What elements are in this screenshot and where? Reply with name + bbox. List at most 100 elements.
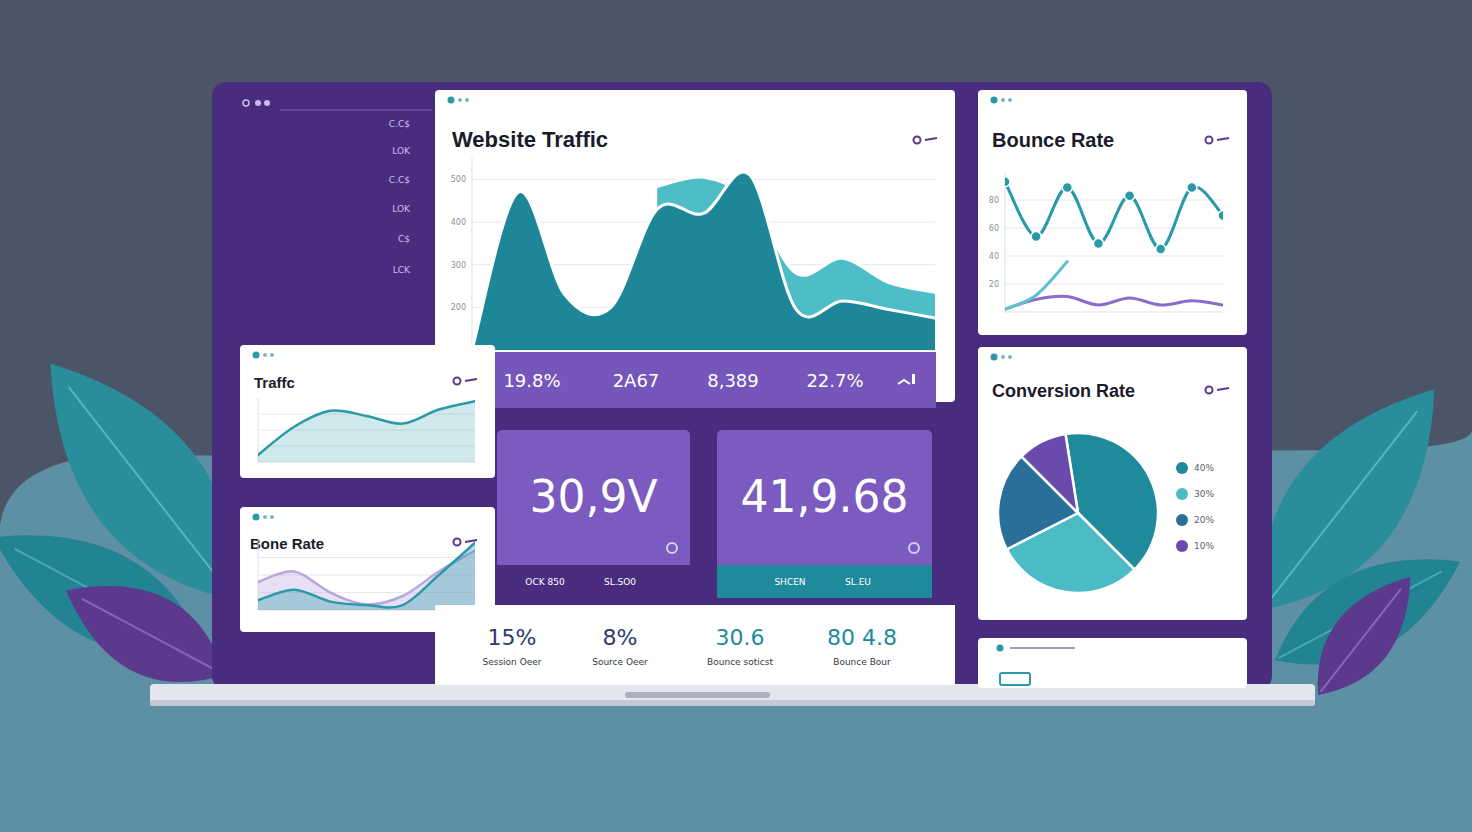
chart-title: Bone Rate xyxy=(250,535,324,552)
panel-dot xyxy=(1001,355,1005,359)
y-axis-line xyxy=(472,158,473,350)
legend-label: 40% xyxy=(1194,463,1214,473)
panel-icon xyxy=(1206,137,1213,144)
legend-swatch xyxy=(1176,488,1188,500)
kpi-strip xyxy=(495,352,936,408)
footer-panel xyxy=(978,638,1247,688)
legend-label: 30% xyxy=(1194,489,1214,499)
marker xyxy=(1187,182,1197,192)
line xyxy=(258,401,475,455)
leaf-vein xyxy=(1320,589,1401,692)
laptop-base-edge xyxy=(150,700,1315,706)
line xyxy=(1005,182,1223,249)
x-axis-line xyxy=(1005,312,1223,313)
stat-label: Bounce soticst xyxy=(707,657,773,667)
grid-line xyxy=(1005,200,1223,201)
panel-dot xyxy=(448,97,455,104)
panel-icon xyxy=(925,138,937,140)
kpi-tile xyxy=(497,430,690,598)
chart-panel xyxy=(978,347,1247,620)
kpi-tile-band xyxy=(717,565,932,598)
panel-icon xyxy=(1217,138,1229,140)
area xyxy=(258,401,475,462)
panel-dot xyxy=(1008,355,1012,359)
stage: C.C$LOKC.C$LOKC$LCKWebsite Traffic200300… xyxy=(0,0,1472,832)
stat-value: 8% xyxy=(603,625,638,650)
header-dot xyxy=(264,100,270,106)
chart-title: Conversion Rate xyxy=(992,381,1135,401)
y-tick-label: 80 xyxy=(989,196,999,205)
footer-rule xyxy=(1010,647,1075,649)
y-tick-label: 200 xyxy=(451,303,466,312)
legend-swatch xyxy=(1176,540,1188,552)
kpi-strip-value: 22.7% xyxy=(806,370,863,391)
legend-swatch xyxy=(1176,462,1188,474)
panel-icon xyxy=(1217,388,1229,390)
kpi-tile-value: 41,9.68 xyxy=(741,471,909,522)
panel-icon xyxy=(465,379,477,381)
marker xyxy=(1093,238,1103,248)
kpi-strip-value: 2A67 xyxy=(613,370,660,391)
screen xyxy=(212,82,1272,690)
plot-area xyxy=(1005,177,1223,309)
stat-value: 30.6 xyxy=(716,625,765,650)
kpi-tile-sub: SL.EU xyxy=(845,577,871,587)
tile-icon xyxy=(909,543,919,553)
panel-dot xyxy=(1008,98,1012,102)
panel-icon xyxy=(914,137,921,144)
legend-label: 10% xyxy=(1194,541,1214,551)
marker xyxy=(1062,182,1072,192)
y-tick-label: 300 xyxy=(451,261,466,270)
chart-panel xyxy=(978,90,1247,335)
strip-icon xyxy=(912,374,915,384)
panel-dot xyxy=(991,97,998,104)
legend-label: 20% xyxy=(1194,515,1214,525)
area xyxy=(258,543,475,610)
stat-label: Bounce Bour xyxy=(833,657,891,667)
header-rule xyxy=(280,110,432,111)
laptop-notch xyxy=(625,692,770,698)
stat-label: Session Oeer xyxy=(482,657,541,667)
grid-line xyxy=(1005,256,1223,257)
line xyxy=(1005,296,1223,309)
panel-icon xyxy=(454,378,461,385)
panel-dot xyxy=(458,98,462,102)
kpi-tile-sub: SL.SO0 xyxy=(604,577,636,587)
line xyxy=(472,172,935,350)
header-icon xyxy=(243,100,249,106)
kpi-tile-value: 30,9V xyxy=(529,471,657,522)
background xyxy=(0,0,1472,832)
plot-area xyxy=(472,172,935,350)
stats-panel xyxy=(435,605,955,685)
kpi-strip-value: 19.8% xyxy=(503,370,560,391)
line xyxy=(258,543,475,608)
grid-line xyxy=(1005,228,1223,229)
tile-icon xyxy=(667,543,677,553)
stat-value: 80 4.8 xyxy=(827,625,897,650)
chart-title: Website Traffic xyxy=(452,127,608,152)
leaf-vein xyxy=(82,599,222,673)
marker xyxy=(1031,231,1041,241)
panel-icon xyxy=(454,539,461,546)
y-tick-label: 60 xyxy=(989,224,999,233)
panel-dot xyxy=(263,353,267,357)
panel-dot xyxy=(253,352,260,359)
chart-panel xyxy=(240,345,495,478)
line xyxy=(1005,262,1067,310)
stat-value: 15% xyxy=(488,625,537,650)
kpi-tile xyxy=(717,430,932,598)
panel-dot xyxy=(263,515,267,519)
sidebar-label: LCK xyxy=(393,265,411,275)
sidebar-label: C$ xyxy=(398,234,410,244)
plot-area xyxy=(258,401,475,462)
panel-dot xyxy=(1001,98,1005,102)
area xyxy=(472,172,935,350)
grid-line xyxy=(1005,284,1223,285)
sidebar-label: LOK xyxy=(392,204,411,214)
leaf xyxy=(1294,558,1434,713)
header-dot xyxy=(255,100,261,106)
panel-dot xyxy=(253,514,260,521)
plot-area xyxy=(258,543,475,610)
strip-icon xyxy=(898,380,910,384)
marker xyxy=(1218,210,1223,220)
